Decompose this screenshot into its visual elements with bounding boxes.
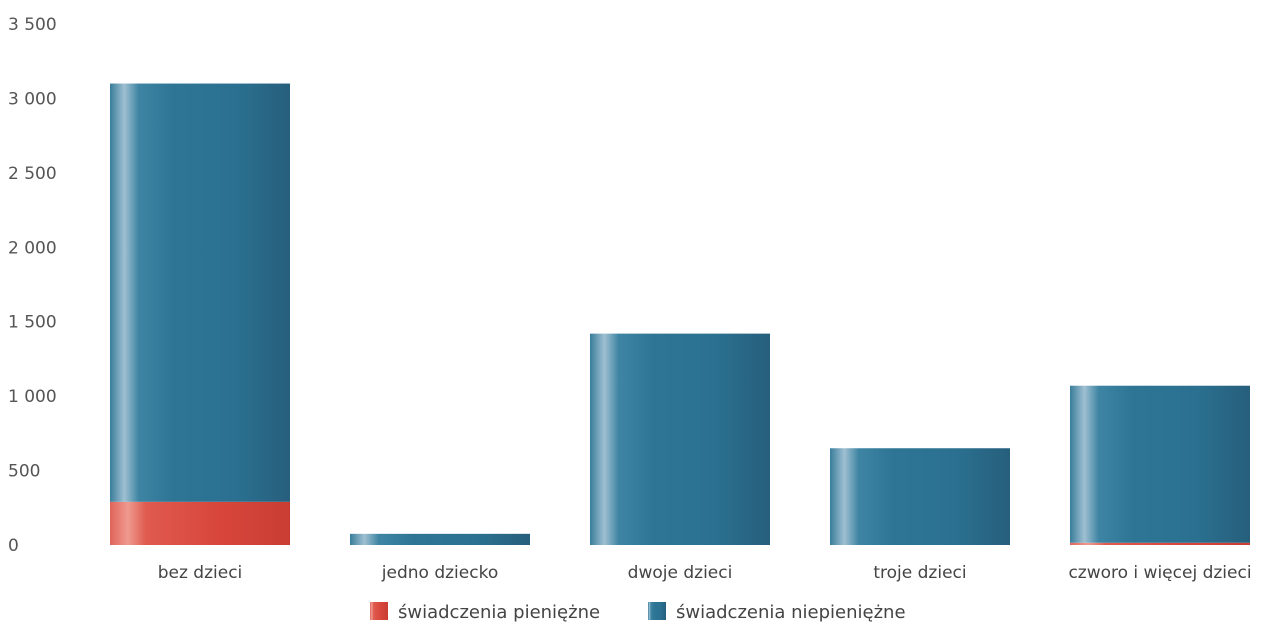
y-tick-label: 3 500	[8, 15, 57, 35]
y-tick-label: 500	[8, 462, 40, 482]
x-axis: bez dzieci jedno dziecko dwoje dzieci troje…	[158, 563, 1252, 583]
legend-swatch	[370, 602, 388, 620]
y-tick-label: 3 000	[8, 89, 57, 109]
legend: świadczenia pieniężne świadczenia niepien…	[370, 602, 906, 623]
y-tick-label: 0	[8, 536, 19, 556]
legend-label: świadczenia niepieniężne	[676, 602, 906, 623]
bar-pieniezne	[110, 501, 290, 545]
bars	[110, 83, 1250, 545]
y-axis: 0 500 1 000 1 500 2 000 2 500 3 000 3 500	[8, 15, 57, 556]
y-tick-label: 2 000	[8, 238, 57, 258]
bar-pieniezne	[1070, 542, 1250, 545]
y-tick-label: 1 500	[8, 313, 57, 333]
bar-niepieniezne	[1070, 385, 1250, 543]
y-tick-label: 2 500	[8, 164, 57, 184]
x-category-label: bez dzieci	[158, 563, 243, 583]
bar-niepieniezne	[830, 448, 1010, 545]
x-category-label: troje dzieci	[873, 563, 966, 583]
x-category-label: czworo i więcej dzieci	[1068, 563, 1251, 583]
bar-niepieniezne	[350, 533, 530, 545]
legend-swatch	[648, 602, 666, 620]
bar-niepieniezne	[110, 83, 290, 502]
x-category-label: jedno dziecko	[381, 563, 498, 583]
x-category-label: dwoje dzieci	[628, 563, 733, 583]
y-tick-label: 1 000	[8, 387, 57, 407]
bar-niepieniezne	[590, 333, 770, 545]
legend-label: świadczenia pieniężne	[398, 602, 600, 623]
